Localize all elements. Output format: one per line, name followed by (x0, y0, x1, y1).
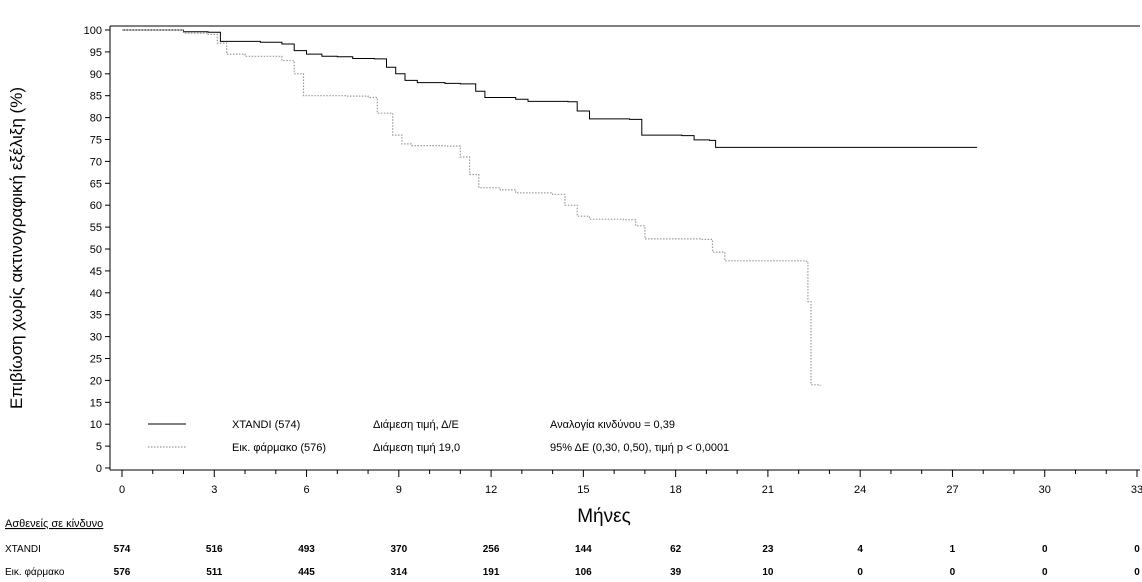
risk-value-r1-c11: 0 (1134, 567, 1140, 578)
x-axis-label: Μήνες (577, 506, 631, 527)
y-tick-label-15: 15 (90, 397, 102, 409)
risk-value-r0-c6: 62 (670, 544, 682, 555)
x-tick-label-15: 15 (577, 484, 589, 496)
legend-series-placebo: Εικ. φάρμακο (576) (232, 442, 326, 454)
risk-value-r1-c5: 106 (575, 567, 592, 578)
y-tick-label-0: 0 (96, 463, 102, 475)
y-tick-label-20: 20 (90, 375, 102, 387)
y-tick-label-50: 50 (90, 244, 102, 256)
risk-value-r1-c2: 445 (298, 567, 315, 578)
y-tick-label-95: 95 (90, 47, 102, 59)
risk-value-r0-c1: 516 (206, 544, 223, 555)
y-tick-label-60: 60 (90, 200, 102, 212)
legend: XTANDI (574) Εικ. φάρμακο (576) Διάμεση … (148, 419, 729, 454)
risk-value-r0-c10: 0 (1042, 544, 1048, 555)
risk-value-r1-c0: 576 (114, 567, 131, 578)
y-tick-label-90: 90 (90, 69, 102, 81)
risk-value-r1-c9: 0 (950, 567, 956, 578)
x-tick-label-33: 33 (1131, 484, 1142, 496)
risk-value-r1-c8: 0 (857, 567, 863, 578)
x-tick-label-12: 12 (485, 484, 497, 496)
y-tick-label-65: 65 (90, 178, 102, 190)
legend-ci-pvalue: 95% ΔΕ (0,30, 0,50), τιμή p < 0,0001 (550, 442, 729, 454)
x-tick-label-0: 0 (119, 484, 125, 496)
x-tick-label-6: 6 (303, 484, 309, 496)
risk-value-r0-c0: 574 (114, 544, 131, 555)
y-tick-label-55: 55 (90, 222, 102, 234)
risk-value-r0-c2: 493 (298, 544, 315, 555)
y-tick-label-40: 40 (90, 288, 102, 300)
y-tick-label-75: 75 (90, 135, 102, 147)
y-tick-label-35: 35 (90, 310, 102, 322)
risk-row-label-placebo: Εικ. φάρμακο (5, 566, 65, 578)
risk-value-r0-c4: 256 (483, 544, 500, 555)
y-axis-label: Επιβίωση χωρίς ακτινογραφική εξέλιξη (%) (7, 87, 26, 409)
risk-value-r0-c3: 370 (390, 544, 407, 555)
legend-median-xtandi: Διάμεση τιμή, Δ/Ε (373, 419, 459, 431)
y-ticks: 0 5 10 15 20 25 30 35 40 45 50 55 60 65 70 75 80 85 90 95 10… (84, 25, 110, 475)
y-tick-label-70: 70 (90, 156, 102, 168)
y-tick-label-25: 25 (90, 354, 102, 366)
x-tick-label-3: 3 (211, 484, 217, 496)
x-tick-label-21: 21 (762, 484, 774, 496)
risk-value-r0-c11: 0 (1134, 544, 1140, 555)
legend-median-placebo: Διάμεση τιμή 19,0 (373, 442, 460, 454)
y-tick-label-5: 5 (96, 441, 102, 453)
legend-series-xtandi: XTANDI (574) (232, 419, 300, 431)
risk-value-r1-c1: 511 (206, 567, 223, 578)
risk-value-r0-c8: 4 (857, 544, 863, 555)
risk-value-r1-c3: 314 (390, 567, 407, 578)
risk-value-r0-c9: 1 (950, 544, 956, 555)
y-tick-label-80: 80 (90, 113, 102, 125)
x-ticks: 0 3 6 9 12 15 18 21 24 27 30 33 (119, 470, 1142, 496)
x-tick-label-30: 30 (1039, 484, 1051, 496)
series-line-0 (122, 29, 978, 148)
risk-value-r1-c10: 0 (1042, 567, 1048, 578)
risk-table-title: Ασθενείς σε κίνδυνο (5, 518, 103, 530)
x-tick-label-9: 9 (396, 484, 402, 496)
risk-value-r1-c7: 10 (762, 567, 774, 578)
y-tick-label-85: 85 (90, 91, 102, 103)
risk-row-label-xtandi: XTANDI (5, 544, 41, 555)
x-tick-label-27: 27 (946, 484, 958, 496)
series-layer (122, 29, 978, 386)
x-tick-label-24: 24 (854, 484, 866, 496)
risk-table: Ασθενείς σε κίνδυνο XTANDI Εικ. φάρμακο … (5, 518, 1140, 578)
risk-value-r0-c7: 23 (762, 544, 774, 555)
y-tick-label-30: 30 (90, 332, 102, 344)
risk-value-r1-c6: 39 (670, 567, 682, 578)
y-tick-label-45: 45 (90, 266, 102, 278)
risk-value-r0-c5: 144 (575, 544, 592, 555)
risk-value-r1-c4: 191 (483, 567, 500, 578)
y-tick-label-10: 10 (90, 419, 102, 431)
legend-hazard-ratio: Αναλογία κινδύνου = 0,39 (550, 419, 675, 431)
x-tick-label-18: 18 (670, 484, 682, 496)
series-line-1 (122, 29, 821, 386)
y-tick-label-100: 100 (84, 25, 102, 37)
